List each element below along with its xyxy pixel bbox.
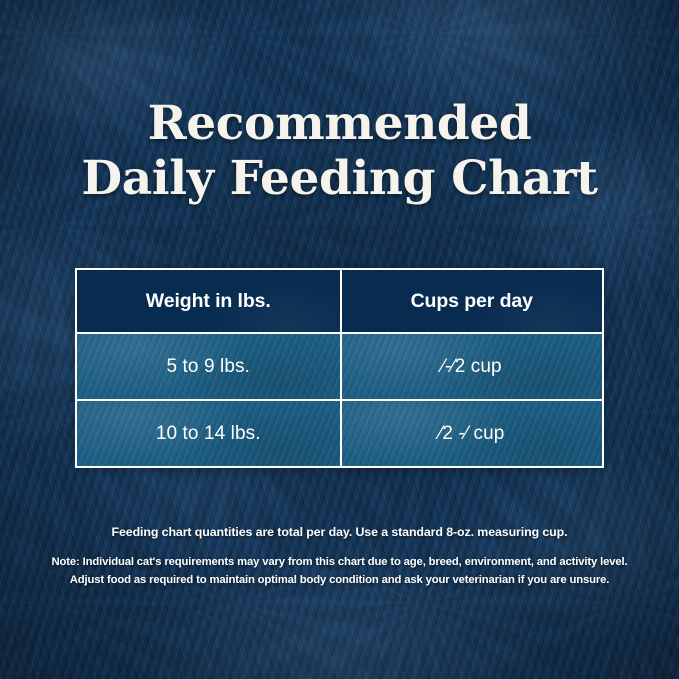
column-header-weight: Weight in lbs. <box>77 270 340 333</box>
cell-weight-range-2: 10 to 14 lbs. <box>77 401 340 467</box>
page-title: Recommended Daily Feeding Chart <box>40 96 640 206</box>
footer-disclaimer-line-2: Adjust food as required to maintain opti… <box>69 573 610 586</box>
column-header-cups: Cups per day <box>339 270 602 333</box>
table-row: 5 to 9 lbs. ⁄-⁄2 cup <box>77 332 602 400</box>
cell-cups-2-value: ⁄2 -⁄ cup <box>439 422 505 444</box>
cell-cups-2: ⁄2 -⁄ cup <box>339 401 602 467</box>
cell-cups-1: ⁄-⁄2 cup <box>339 334 602 400</box>
page-title-line-1: Recommended <box>147 96 532 151</box>
cell-weight-range-2-value: 10 to 14 lbs. <box>155 422 261 444</box>
feeding-table: Weight in lbs. Cups per day 5 to 9 lbs. … <box>75 268 604 469</box>
footer-disclaimer-line-1: Note: Individual cat's requirements may … <box>51 556 628 569</box>
cell-weight-range-1-value: 5 to 9 lbs. <box>166 355 250 377</box>
column-header-weight-label: Weight in lbs. <box>145 289 271 312</box>
page-title-line-2: Daily Feeding Chart <box>81 150 598 206</box>
footer: Feeding chart quantities are total per d… <box>40 525 640 589</box>
cell-weight-range-1: 5 to 9 lbs. <box>77 334 340 400</box>
column-header-cups-label: Cups per day <box>410 289 533 312</box>
table-row: 10 to 14 lbs. ⁄2 -⁄ cup <box>77 399 602 467</box>
table-header-row: Weight in lbs. Cups per day <box>77 270 602 333</box>
footer-measuring-note: Feeding chart quantities are total per d… <box>111 525 568 540</box>
footer-disclaimer: Note: Individual cat's requirements may … <box>40 554 640 589</box>
cell-cups-1-value: ⁄-⁄2 cup <box>441 355 502 377</box>
